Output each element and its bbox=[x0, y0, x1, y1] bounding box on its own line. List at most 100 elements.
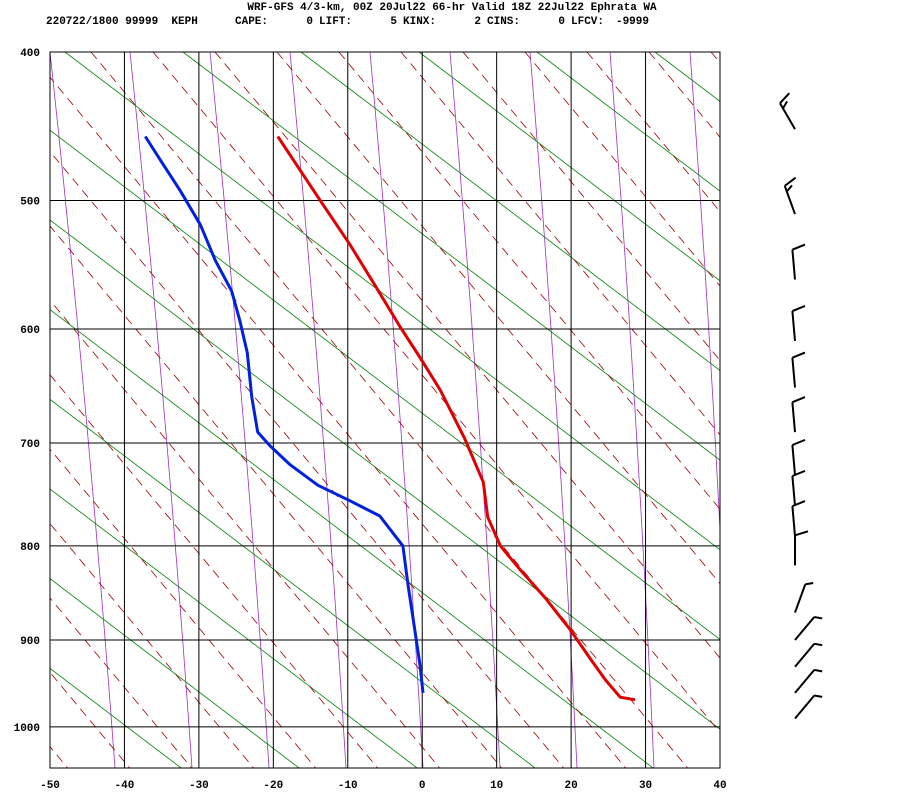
y-tick-label: 600 bbox=[20, 325, 40, 337]
profile-line bbox=[144, 135, 425, 694]
barb-tick bbox=[792, 305, 806, 312]
isotherm-line bbox=[449, 52, 501, 768]
x-tick-label: 30 bbox=[639, 780, 652, 792]
barb-staff bbox=[794, 669, 816, 694]
isotherm-line bbox=[609, 52, 655, 768]
barb-staff bbox=[794, 616, 816, 641]
barb-staff bbox=[791, 357, 796, 388]
x-tick-label: 0 bbox=[419, 780, 426, 792]
moist-adiabat-line bbox=[50, 448, 317, 768]
wind-barb bbox=[783, 176, 797, 215]
dry-adiabat-line bbox=[300, 52, 720, 371]
dry-adiabat-line bbox=[654, 52, 720, 102]
isotherm-line bbox=[770, 52, 808, 768]
moist-adiabat-line bbox=[710, 52, 720, 64]
dry-adiabat-line bbox=[64, 52, 720, 551]
moist-adiabat-line bbox=[50, 225, 503, 768]
isotherm-line bbox=[50, 52, 116, 768]
barb-tick bbox=[814, 616, 823, 620]
moist-adiabat-line bbox=[214, 52, 720, 659]
barb-staff bbox=[791, 249, 796, 280]
wind-barb bbox=[794, 582, 814, 613]
y-tick-label: 400 bbox=[20, 48, 40, 60]
index-value: 0 bbox=[558, 16, 565, 28]
x-tick-label: 10 bbox=[490, 780, 503, 792]
moist-adiabat-line bbox=[648, 52, 720, 138]
moist-adiabat-line bbox=[524, 52, 720, 287]
barb-staff bbox=[791, 506, 796, 537]
index-label: LFCV: bbox=[571, 16, 604, 28]
barb-tick bbox=[792, 500, 806, 508]
wind-barb bbox=[794, 616, 823, 641]
wind-barb bbox=[791, 469, 806, 506]
x-tick-label: -20 bbox=[263, 780, 283, 792]
index-label: KINX: bbox=[403, 16, 436, 28]
barb-tick bbox=[792, 351, 806, 359]
wind-barb bbox=[791, 305, 806, 342]
dry-adiabat-line bbox=[773, 52, 900, 774]
barb-staff bbox=[791, 444, 796, 475]
barb-staff bbox=[794, 694, 816, 720]
profile-line bbox=[276, 135, 636, 702]
index-value: 0 bbox=[306, 16, 313, 28]
isotherm-line bbox=[689, 52, 720, 538]
barb-tick bbox=[792, 438, 806, 446]
barb-staff bbox=[794, 643, 816, 668]
moist-adiabat-line bbox=[50, 299, 441, 768]
moist-adiabat-line bbox=[50, 150, 565, 768]
barb-staff bbox=[783, 185, 796, 215]
x-tick-label: 20 bbox=[565, 780, 578, 792]
y-tick-label: 500 bbox=[20, 196, 40, 208]
moist-adiabat-line bbox=[50, 374, 379, 768]
dry-adiabat-line bbox=[50, 578, 300, 768]
moist-adiabat-line bbox=[400, 52, 720, 436]
barb-tick bbox=[814, 642, 823, 647]
moist-adiabat-line bbox=[50, 522, 255, 768]
index-value: -9999 bbox=[616, 16, 649, 28]
index-value: 2 bbox=[474, 16, 481, 28]
barb-staff bbox=[791, 310, 796, 342]
isotherm-line bbox=[0, 52, 38, 768]
wind-barb bbox=[794, 694, 823, 720]
dry-adiabat-line bbox=[50, 129, 720, 640]
barb-tick bbox=[814, 668, 823, 673]
barb-staff bbox=[791, 475, 796, 506]
y-tick-label: 1000 bbox=[14, 723, 40, 735]
isotherm-line bbox=[129, 52, 193, 768]
index-label: CAPE: bbox=[235, 16, 268, 28]
wind-barb bbox=[791, 438, 806, 475]
barb-tick bbox=[814, 694, 823, 698]
moist-adiabat-line bbox=[276, 52, 720, 585]
x-tick-label: -50 bbox=[40, 780, 60, 792]
barb-tick bbox=[784, 176, 797, 187]
dry-adiabat-line bbox=[50, 398, 536, 768]
dry-adiabat-line bbox=[182, 52, 720, 461]
x-tick-label: -40 bbox=[115, 780, 135, 792]
moist-adiabat-line bbox=[90, 52, 689, 768]
barb-tick bbox=[805, 582, 814, 586]
dry-adiabat-line bbox=[50, 488, 418, 768]
isotherm-line bbox=[529, 52, 578, 768]
barb-tick bbox=[786, 184, 793, 193]
moist-adiabat-line bbox=[586, 52, 720, 213]
moist-adiabat-line bbox=[773, 52, 900, 772]
wind-barb bbox=[779, 92, 796, 130]
y-tick-label: 700 bbox=[20, 439, 40, 451]
x-tick-label: -10 bbox=[338, 780, 358, 792]
y-tick-label: 800 bbox=[20, 542, 40, 554]
y-tick-label: 900 bbox=[20, 636, 40, 648]
moist-adiabat-line bbox=[50, 76, 627, 768]
wind-barb bbox=[794, 668, 823, 694]
x-tick-label: -30 bbox=[189, 780, 209, 792]
isotherm-line bbox=[209, 52, 270, 768]
wind-barb bbox=[791, 351, 806, 388]
barb-tick bbox=[779, 92, 790, 104]
barb-staff bbox=[794, 584, 807, 613]
chart-title: WRF-GFS 4/3-km, 00Z 20Jul22 66-hr Valid … bbox=[247, 2, 657, 14]
moist-adiabat-line bbox=[338, 52, 720, 510]
barb-tick bbox=[792, 396, 806, 404]
wind-barb bbox=[794, 642, 823, 668]
background-lines bbox=[0, 52, 900, 774]
dry-adiabat-line bbox=[536, 52, 720, 192]
